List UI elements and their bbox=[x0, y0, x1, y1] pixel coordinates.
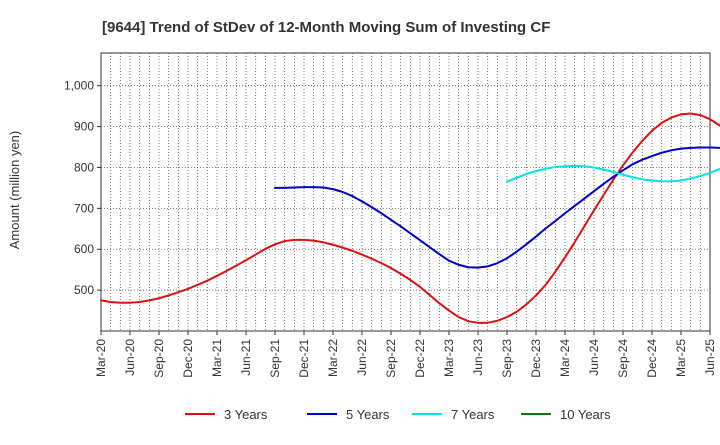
y-tick-label: 500 bbox=[74, 283, 94, 297]
x-tick-label: Dec-22 bbox=[413, 339, 427, 378]
x-tick-label: Sep-23 bbox=[500, 339, 514, 378]
x-tick-label: Jun-21 bbox=[239, 339, 253, 376]
x-tick-label: Jun-24 bbox=[587, 339, 601, 376]
x-tick-label: Sep-21 bbox=[268, 339, 282, 378]
y-tick-label: 600 bbox=[74, 242, 94, 256]
y-tick-label: 700 bbox=[74, 201, 94, 215]
x-tick-label: Jun-22 bbox=[355, 339, 369, 376]
x-tick-label: Mar-21 bbox=[210, 339, 224, 377]
series-line-2 bbox=[274, 146, 720, 269]
legend-label-1: 3 Years bbox=[224, 407, 268, 422]
y-axis-label: Amount (million yen) bbox=[7, 131, 22, 250]
legend-label-4: 10 Years bbox=[560, 407, 611, 422]
legend-label-2: 5 Years bbox=[346, 407, 390, 422]
x-tick-label: Dec-21 bbox=[297, 339, 311, 378]
plot-frame bbox=[100, 52, 711, 332]
x-tick-label: Mar-20 bbox=[94, 339, 108, 377]
x-tick-label: Sep-22 bbox=[384, 339, 398, 378]
legend: 3 Years 5 Years 7 Years 10 Years bbox=[185, 407, 611, 422]
x-tick-label: Mar-22 bbox=[326, 339, 340, 377]
x-tick-label: Dec-23 bbox=[529, 339, 543, 378]
x-tick-label: Mar-24 bbox=[558, 339, 572, 377]
chart-title: [9644] Trend of StDev of 12-Month Moving… bbox=[102, 19, 550, 36]
x-tick-label: Mar-25 bbox=[674, 339, 688, 377]
y-tick-label: 900 bbox=[74, 120, 94, 134]
x-tick-label: Sep-24 bbox=[616, 339, 630, 378]
x-tick-label: Dec-24 bbox=[645, 339, 659, 378]
x-tick-label: Mar-23 bbox=[442, 339, 456, 377]
plot-area: 500 600 700 800 900 1,000 Mar-20 Jun-20 Sep-20 De… bbox=[64, 52, 720, 378]
legend-label-3: 7 Years bbox=[451, 407, 495, 422]
x-tick-label: Dec-20 bbox=[181, 339, 195, 378]
x-tick-label: Jun-23 bbox=[471, 339, 485, 376]
series-line-3 bbox=[506, 164, 720, 183]
x-tick-label: Jun-25 bbox=[703, 339, 717, 376]
series-line-1 bbox=[100, 112, 720, 324]
x-tick-label: Jun-20 bbox=[123, 339, 137, 376]
x-tick-label: Sep-20 bbox=[152, 339, 166, 378]
y-tick-label: 1,000 bbox=[64, 79, 94, 93]
y-tick-label: 800 bbox=[74, 160, 94, 174]
plot-background bbox=[101, 53, 710, 331]
